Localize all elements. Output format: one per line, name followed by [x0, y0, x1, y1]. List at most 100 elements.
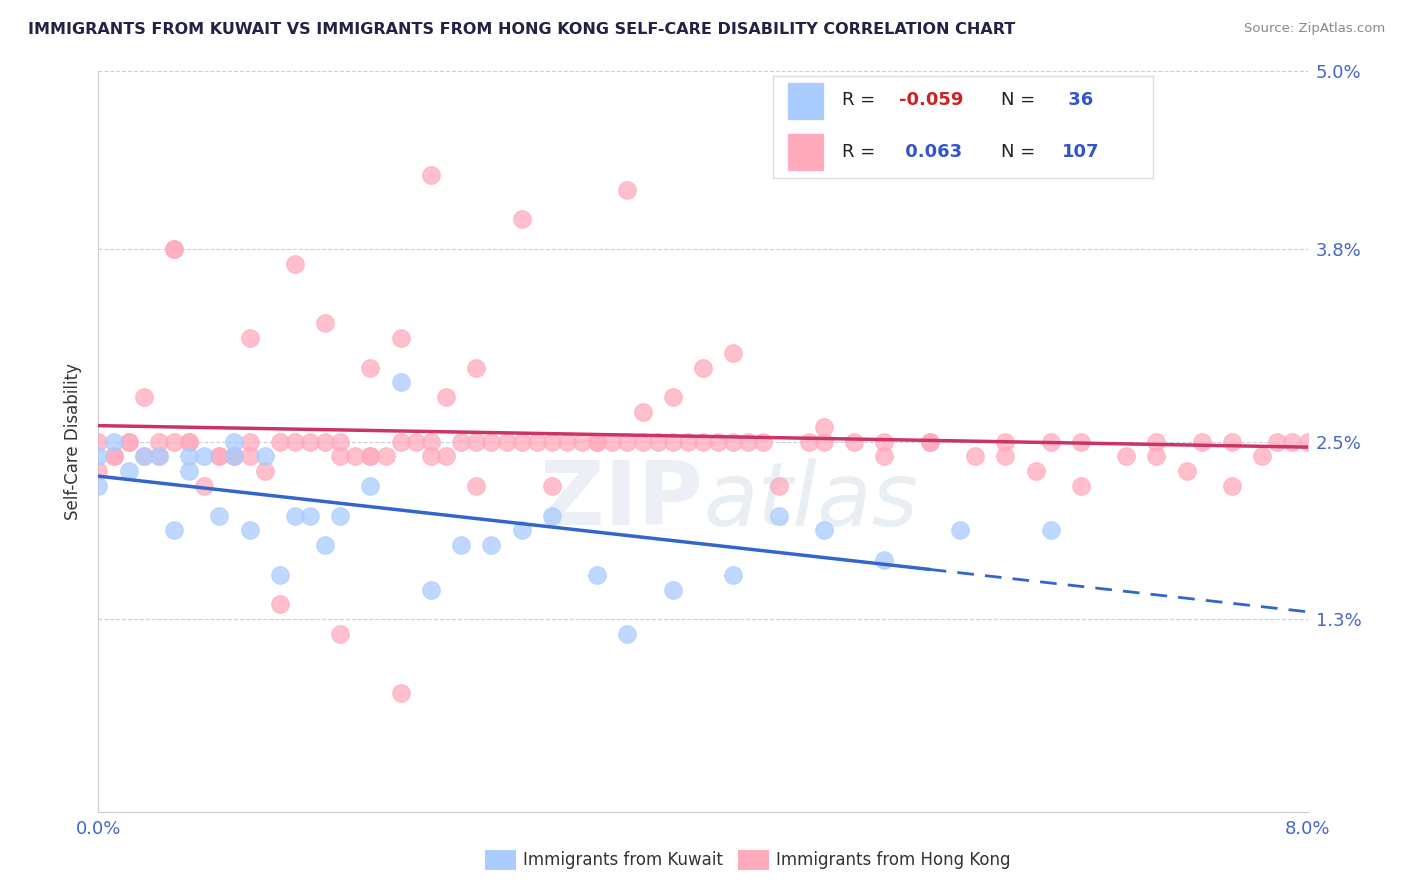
Point	[647, 434, 669, 449]
Point	[269, 598, 291, 612]
Point	[284, 434, 307, 449]
Text: IMMIGRANTS FROM KUWAIT VS IMMIGRANTS FROM HONG KONG SELF-CARE DISABILITY CORRELA: IMMIGRANTS FROM KUWAIT VS IMMIGRANTS FRO…	[28, 22, 1015, 37]
Point	[1220, 479, 1243, 493]
Point	[179, 434, 201, 449]
Point	[586, 434, 609, 449]
Point	[163, 434, 186, 449]
Point	[87, 434, 110, 449]
Point	[540, 434, 562, 449]
Point	[434, 450, 457, 464]
Point	[103, 434, 125, 449]
Point	[616, 627, 638, 641]
Text: Immigrants from Kuwait: Immigrants from Kuwait	[523, 851, 723, 869]
Y-axis label: Self-Care Disability: Self-Care Disability	[65, 363, 83, 520]
Point	[269, 567, 291, 582]
Point	[1039, 524, 1062, 538]
Point	[389, 331, 412, 345]
Point	[360, 360, 382, 375]
Point	[299, 434, 322, 449]
Point	[389, 686, 412, 700]
Text: R =: R =	[842, 143, 880, 161]
Point	[994, 434, 1017, 449]
Text: N =: N =	[1001, 143, 1040, 161]
Point	[1175, 464, 1198, 478]
Point	[1267, 434, 1289, 449]
Point	[1281, 434, 1303, 449]
Point	[723, 434, 745, 449]
Point	[586, 567, 609, 582]
Point	[329, 627, 352, 641]
Point	[465, 360, 488, 375]
Point	[949, 524, 972, 538]
Point	[813, 434, 835, 449]
Text: 107: 107	[1062, 143, 1099, 161]
Point	[148, 450, 170, 464]
Bar	[789, 83, 823, 119]
Point	[965, 450, 987, 464]
Point	[284, 508, 307, 523]
Point	[692, 360, 714, 375]
Point	[1070, 434, 1092, 449]
Point	[239, 434, 262, 449]
Point	[616, 434, 638, 449]
Point	[1115, 450, 1137, 464]
Point	[420, 582, 443, 597]
Point	[87, 479, 110, 493]
Text: atlas: atlas	[703, 458, 918, 544]
Text: Immigrants from Hong Kong: Immigrants from Hong Kong	[776, 851, 1011, 869]
Point	[1296, 434, 1319, 449]
Point	[314, 316, 336, 330]
Point	[224, 450, 246, 464]
Point	[873, 434, 896, 449]
Point	[450, 538, 472, 552]
Point	[1251, 450, 1274, 464]
Point	[1146, 450, 1168, 464]
Point	[224, 434, 246, 449]
Point	[510, 434, 533, 449]
Point	[465, 434, 488, 449]
Point	[661, 390, 683, 404]
Text: 0.063: 0.063	[898, 143, 962, 161]
Point	[179, 434, 201, 449]
Point	[434, 390, 457, 404]
Point	[253, 464, 276, 478]
Point	[193, 479, 215, 493]
Point	[586, 434, 609, 449]
Point	[813, 524, 835, 538]
Point	[602, 434, 624, 449]
Point	[540, 479, 562, 493]
Point	[118, 434, 141, 449]
Point	[692, 434, 714, 449]
Point	[179, 450, 201, 464]
Point	[163, 524, 186, 538]
Point	[208, 450, 231, 464]
Point	[661, 434, 683, 449]
Point	[540, 508, 562, 523]
Point	[389, 376, 412, 390]
Point	[132, 390, 155, 404]
Point	[420, 450, 443, 464]
Point	[103, 450, 125, 464]
Point	[118, 434, 141, 449]
Point	[631, 434, 654, 449]
Point	[495, 434, 517, 449]
Point	[239, 524, 262, 538]
Point	[873, 450, 896, 464]
Point	[239, 450, 262, 464]
Point	[813, 419, 835, 434]
Point	[253, 450, 276, 464]
Point	[768, 479, 790, 493]
Text: N =: N =	[1001, 92, 1040, 110]
Point	[510, 524, 533, 538]
Point	[163, 242, 186, 256]
Point	[768, 508, 790, 523]
Point	[224, 450, 246, 464]
Point	[737, 434, 759, 449]
Point	[1070, 479, 1092, 493]
Point	[314, 538, 336, 552]
Point	[224, 450, 246, 464]
Point	[707, 434, 730, 449]
Text: 36: 36	[1062, 92, 1092, 110]
Point	[284, 257, 307, 271]
Point	[465, 479, 488, 493]
